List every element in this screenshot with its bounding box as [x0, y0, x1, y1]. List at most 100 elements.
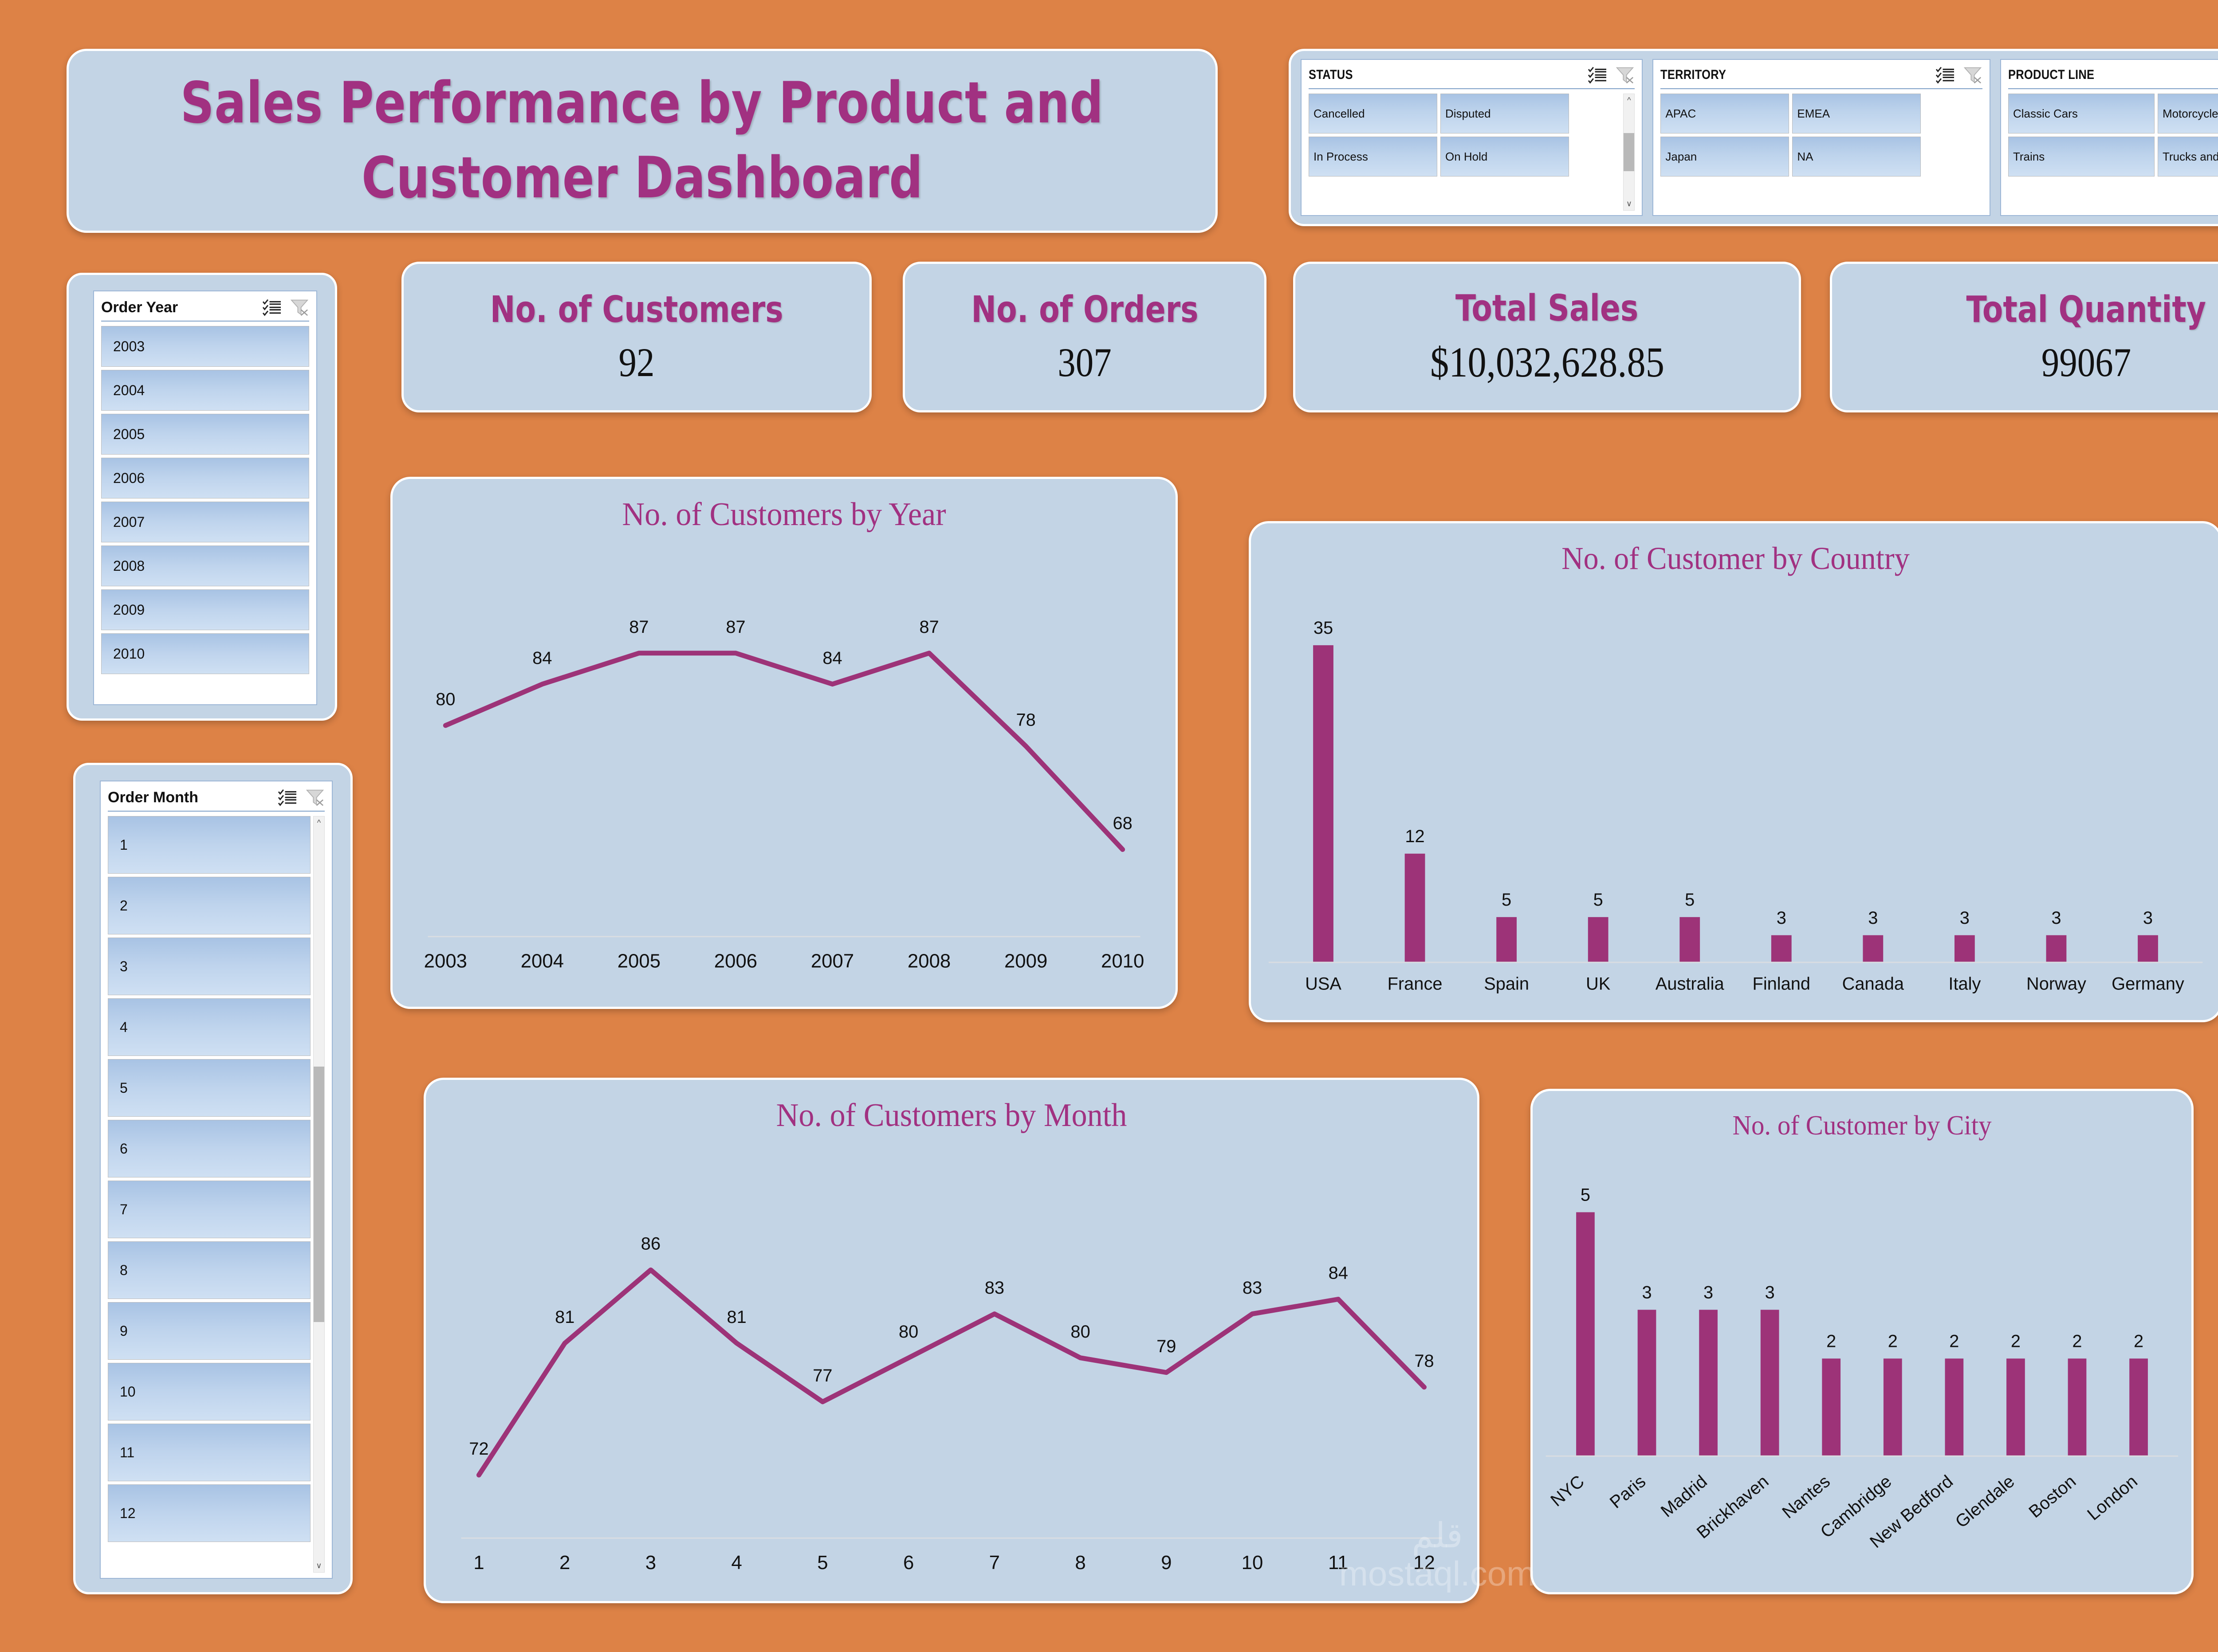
- chevron-down-icon[interactable]: ∨: [1626, 199, 1632, 208]
- slicer-item[interactable]: 1: [108, 816, 311, 874]
- slicer-order-month[interactable]: Order Month: [73, 763, 353, 1594]
- kpi-value: 92: [618, 339, 655, 385]
- multi-select-icon[interactable]: [1588, 66, 1607, 84]
- slicer-item[interactable]: 7: [108, 1181, 311, 1238]
- slicer-status-title: STATUS: [1309, 67, 1353, 82]
- slicer-item[interactable]: 2007: [101, 502, 309, 542]
- axis-tick-label: 5: [817, 1551, 828, 1573]
- data-label: 5: [1581, 1185, 1590, 1205]
- slicer-order-month-icons: [278, 789, 325, 806]
- slicer-territory-body: APAC EMEA Japan NA: [1660, 94, 1982, 211]
- slicer-order-month-inner: Order Month: [100, 781, 333, 1579]
- slicer-item[interactable]: 12: [108, 1484, 311, 1542]
- data-label: 80: [899, 1322, 918, 1341]
- multi-select-icon[interactable]: [278, 789, 297, 806]
- axis-tick-label: 2005: [617, 950, 661, 972]
- slicer-item[interactable]: 4: [108, 998, 311, 1056]
- slicer-item[interactable]: 5: [108, 1059, 311, 1117]
- clear-filter-icon[interactable]: [1963, 66, 1982, 84]
- data-label: 87: [629, 617, 649, 636]
- axis-tick-label: Canada: [1842, 974, 1904, 994]
- chart-customer-by-country: No. of Customer by Country 35 USA 12 France…: [1249, 521, 2218, 1022]
- data-label: 3: [2143, 908, 2153, 928]
- slicer-item[interactable]: EMEA: [1792, 94, 1921, 133]
- scrollbar-thumb[interactable]: [314, 1066, 324, 1322]
- axis-tick-label: 6: [903, 1551, 914, 1573]
- chevron-down-icon[interactable]: ∨: [316, 1561, 322, 1570]
- slicer-item[interactable]: 2008: [101, 545, 309, 586]
- slicer-product-line[interactable]: PRODUCT LINE: [2000, 59, 2218, 216]
- data-label: 81: [555, 1307, 574, 1326]
- multi-select-icon[interactable]: [1935, 66, 1955, 84]
- axis-tick-label: 2010: [1101, 950, 1144, 972]
- slicer-item[interactable]: On Hold: [1440, 137, 1569, 177]
- slicer-status[interactable]: STATUS: [1301, 59, 1643, 216]
- bar: [1883, 1358, 1902, 1456]
- data-label: 2: [1826, 1331, 1836, 1351]
- slicer-item[interactable]: Trucks and...: [2157, 137, 2218, 177]
- slicer-item[interactable]: 2009: [101, 589, 309, 630]
- slicer-item[interactable]: APAC: [1660, 94, 1789, 133]
- slicer-item[interactable]: 2: [108, 877, 311, 934]
- slicer-status-items: Cancelled Disputed In Process On Hold: [1309, 94, 1620, 211]
- axis-tick-label: Madrid: [1657, 1471, 1711, 1521]
- slicer-item[interactable]: 11: [108, 1424, 311, 1481]
- scrollbar-thumb[interactable]: [1624, 133, 1635, 172]
- slicer-status-scrollbar[interactable]: ^ ∨: [1623, 94, 1635, 211]
- axis-tick-label: 7: [989, 1551, 1000, 1573]
- slicer-order-year[interactable]: Order Year: [67, 273, 337, 721]
- slicer-item[interactable]: Motorcycles: [2157, 94, 2218, 133]
- chevron-up-icon[interactable]: ^: [317, 818, 321, 827]
- slicer-item[interactable]: Trains: [2008, 137, 2155, 177]
- slicer-item[interactable]: 2006: [101, 458, 309, 498]
- slicer-territory[interactable]: TERRITORY: [1652, 59, 1990, 216]
- kpi-value: 307: [1058, 339, 1112, 385]
- axis-tick-label: 2004: [521, 950, 564, 972]
- data-label: 86: [641, 1234, 661, 1253]
- axis-tick-label: 2006: [714, 950, 757, 972]
- bar: [2006, 1358, 2025, 1456]
- chart-customers-by-month: No. of Customers by Month 72 81 86 81 77 80 83…: [424, 1078, 1479, 1603]
- bar: [1863, 935, 1884, 963]
- axis-tick-label: Norway: [2026, 974, 2086, 994]
- multi-select-icon[interactable]: [262, 298, 282, 316]
- top-slicer-bar: STATUS: [1289, 49, 2218, 226]
- clear-filter-icon[interactable]: [1615, 66, 1635, 84]
- slicer-item[interactable]: 2004: [101, 370, 309, 411]
- slicer-territory-icons: [1935, 66, 1982, 84]
- slicer-item[interactable]: NA: [1792, 137, 1921, 177]
- kpi-card-no-of-orders: No. of Orders 307: [903, 262, 1266, 412]
- data-label: 2: [1949, 1331, 1959, 1351]
- data-label: 81: [727, 1307, 747, 1326]
- slicer-territory-title: TERRITORY: [1660, 67, 1726, 82]
- slicer-item[interactable]: 2010: [101, 633, 309, 674]
- slicer-item[interactable]: 2005: [101, 414, 309, 455]
- slicer-item[interactable]: 2003: [101, 326, 309, 367]
- slicer-item[interactable]: 8: [108, 1241, 311, 1299]
- chevron-up-icon[interactable]: ^: [1627, 96, 1631, 105]
- slicer-item[interactable]: 10: [108, 1363, 311, 1420]
- slicer-item[interactable]: Classic Cars: [2008, 94, 2155, 133]
- chart-title: No. of Customers by Year: [622, 496, 946, 533]
- slicer-order-month-scrollbar[interactable]: ^ ∨: [313, 816, 325, 1573]
- data-label: 68: [1113, 813, 1133, 833]
- slicer-item[interactable]: Cancelled: [1309, 94, 1437, 133]
- axis-tick-label: 2: [559, 1551, 570, 1573]
- bar: [1679, 917, 1700, 963]
- slicer-item[interactable]: In Process: [1309, 137, 1437, 177]
- slicer-item[interactable]: Japan: [1660, 137, 1789, 177]
- slicer-item[interactable]: Disputed: [1440, 94, 1569, 133]
- slicer-item[interactable]: 9: [108, 1302, 311, 1360]
- clear-filter-icon[interactable]: [290, 298, 309, 316]
- slicer-item[interactable]: 3: [108, 938, 311, 995]
- bar: [2068, 1358, 2087, 1456]
- bar: [1496, 917, 1517, 963]
- slicer-item[interactable]: 6: [108, 1120, 311, 1177]
- slicer-product-line-title: PRODUCT LINE: [2008, 67, 2095, 82]
- axis-tick-label: Australia: [1656, 974, 1725, 994]
- data-label: 83: [985, 1278, 1004, 1297]
- data-label: 80: [436, 690, 455, 709]
- clear-filter-icon[interactable]: [305, 789, 325, 806]
